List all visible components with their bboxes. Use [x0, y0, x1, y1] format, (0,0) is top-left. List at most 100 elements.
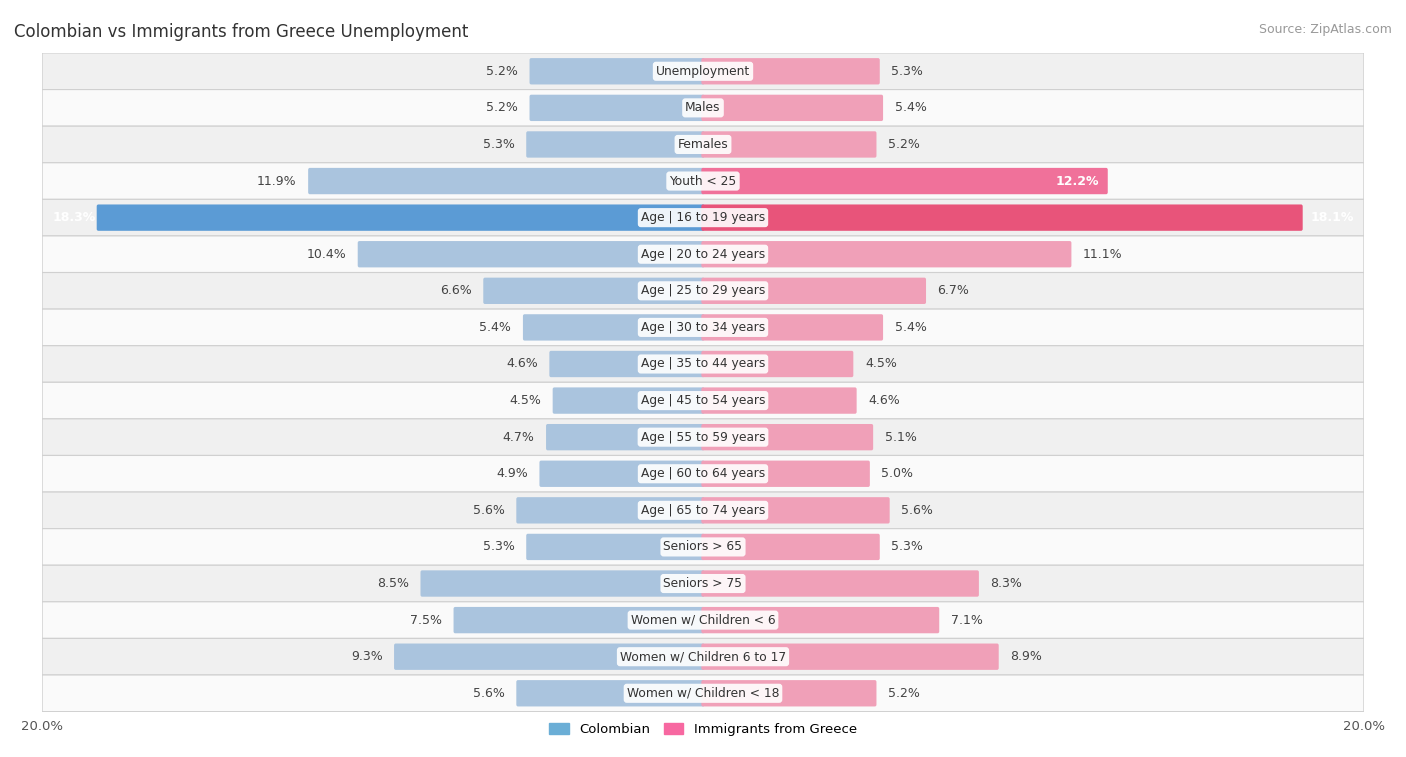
- Text: 11.1%: 11.1%: [1083, 248, 1122, 260]
- FancyBboxPatch shape: [702, 680, 876, 706]
- FancyBboxPatch shape: [523, 314, 704, 341]
- FancyBboxPatch shape: [308, 168, 704, 195]
- FancyBboxPatch shape: [42, 309, 1364, 346]
- FancyBboxPatch shape: [530, 58, 704, 85]
- Text: 4.5%: 4.5%: [509, 394, 541, 407]
- Text: 5.4%: 5.4%: [894, 321, 927, 334]
- Text: 5.2%: 5.2%: [889, 138, 920, 151]
- Text: 6.7%: 6.7%: [938, 285, 970, 298]
- Text: Males: Males: [685, 101, 721, 114]
- Text: Women w/ Children 6 to 17: Women w/ Children 6 to 17: [620, 650, 786, 663]
- Text: 6.6%: 6.6%: [440, 285, 471, 298]
- FancyBboxPatch shape: [702, 534, 880, 560]
- FancyBboxPatch shape: [526, 131, 704, 157]
- Text: 5.0%: 5.0%: [882, 467, 914, 480]
- FancyBboxPatch shape: [702, 570, 979, 597]
- FancyBboxPatch shape: [702, 58, 880, 85]
- Text: 10.4%: 10.4%: [307, 248, 346, 260]
- FancyBboxPatch shape: [97, 204, 704, 231]
- FancyBboxPatch shape: [553, 388, 704, 414]
- FancyBboxPatch shape: [42, 163, 1364, 199]
- FancyBboxPatch shape: [540, 460, 704, 487]
- Legend: Colombian, Immigrants from Greece: Colombian, Immigrants from Greece: [544, 717, 862, 741]
- Text: Age | 60 to 64 years: Age | 60 to 64 years: [641, 467, 765, 480]
- Text: Age | 25 to 29 years: Age | 25 to 29 years: [641, 285, 765, 298]
- FancyBboxPatch shape: [42, 273, 1364, 309]
- Text: Age | 35 to 44 years: Age | 35 to 44 years: [641, 357, 765, 370]
- Text: 5.2%: 5.2%: [486, 101, 517, 114]
- FancyBboxPatch shape: [357, 241, 704, 267]
- Text: 9.3%: 9.3%: [350, 650, 382, 663]
- Text: 5.4%: 5.4%: [894, 101, 927, 114]
- FancyBboxPatch shape: [702, 424, 873, 450]
- FancyBboxPatch shape: [484, 278, 704, 304]
- FancyBboxPatch shape: [42, 565, 1364, 602]
- Text: 18.3%: 18.3%: [52, 211, 96, 224]
- Text: 8.3%: 8.3%: [990, 577, 1022, 590]
- Text: Women w/ Children < 18: Women w/ Children < 18: [627, 687, 779, 699]
- Text: Seniors > 75: Seniors > 75: [664, 577, 742, 590]
- FancyBboxPatch shape: [702, 204, 1303, 231]
- FancyBboxPatch shape: [702, 95, 883, 121]
- Text: Youth < 25: Youth < 25: [669, 175, 737, 188]
- FancyBboxPatch shape: [702, 607, 939, 634]
- Text: Source: ZipAtlas.com: Source: ZipAtlas.com: [1258, 23, 1392, 36]
- FancyBboxPatch shape: [702, 497, 890, 524]
- Text: Seniors > 65: Seniors > 65: [664, 540, 742, 553]
- FancyBboxPatch shape: [516, 497, 704, 524]
- FancyBboxPatch shape: [702, 131, 876, 157]
- FancyBboxPatch shape: [702, 278, 927, 304]
- Text: 5.3%: 5.3%: [891, 540, 924, 553]
- FancyBboxPatch shape: [516, 680, 704, 706]
- Text: 7.5%: 7.5%: [411, 614, 441, 627]
- Text: 5.6%: 5.6%: [472, 687, 505, 699]
- Text: Unemployment: Unemployment: [655, 65, 751, 78]
- FancyBboxPatch shape: [702, 241, 1071, 267]
- Text: Women w/ Children < 6: Women w/ Children < 6: [631, 614, 775, 627]
- FancyBboxPatch shape: [42, 528, 1364, 565]
- FancyBboxPatch shape: [42, 199, 1364, 236]
- Text: Age | 55 to 59 years: Age | 55 to 59 years: [641, 431, 765, 444]
- FancyBboxPatch shape: [42, 53, 1364, 89]
- FancyBboxPatch shape: [702, 643, 998, 670]
- FancyBboxPatch shape: [420, 570, 704, 597]
- Text: 5.3%: 5.3%: [482, 540, 515, 553]
- Text: 12.2%: 12.2%: [1056, 175, 1099, 188]
- Text: Age | 20 to 24 years: Age | 20 to 24 years: [641, 248, 765, 260]
- Text: 18.1%: 18.1%: [1310, 211, 1354, 224]
- Text: 8.9%: 8.9%: [1011, 650, 1042, 663]
- FancyBboxPatch shape: [702, 460, 870, 487]
- FancyBboxPatch shape: [702, 314, 883, 341]
- FancyBboxPatch shape: [42, 492, 1364, 528]
- Text: 11.9%: 11.9%: [257, 175, 297, 188]
- FancyBboxPatch shape: [42, 456, 1364, 492]
- FancyBboxPatch shape: [702, 388, 856, 414]
- FancyBboxPatch shape: [530, 95, 704, 121]
- Text: 5.6%: 5.6%: [901, 504, 934, 517]
- Text: 5.4%: 5.4%: [479, 321, 512, 334]
- Text: Females: Females: [678, 138, 728, 151]
- FancyBboxPatch shape: [394, 643, 704, 670]
- Text: 5.2%: 5.2%: [889, 687, 920, 699]
- FancyBboxPatch shape: [702, 350, 853, 377]
- FancyBboxPatch shape: [702, 168, 1108, 195]
- Text: 7.1%: 7.1%: [950, 614, 983, 627]
- FancyBboxPatch shape: [42, 602, 1364, 638]
- Text: 5.3%: 5.3%: [482, 138, 515, 151]
- Text: 5.2%: 5.2%: [486, 65, 517, 78]
- Text: 5.6%: 5.6%: [472, 504, 505, 517]
- Text: Colombian vs Immigrants from Greece Unemployment: Colombian vs Immigrants from Greece Unem…: [14, 23, 468, 41]
- Text: 4.7%: 4.7%: [502, 431, 534, 444]
- FancyBboxPatch shape: [42, 638, 1364, 675]
- Text: 4.6%: 4.6%: [868, 394, 900, 407]
- FancyBboxPatch shape: [454, 607, 704, 634]
- Text: 5.3%: 5.3%: [891, 65, 924, 78]
- Text: Age | 16 to 19 years: Age | 16 to 19 years: [641, 211, 765, 224]
- FancyBboxPatch shape: [42, 382, 1364, 419]
- Text: 4.6%: 4.6%: [506, 357, 537, 370]
- Text: 4.5%: 4.5%: [865, 357, 897, 370]
- Text: Age | 45 to 54 years: Age | 45 to 54 years: [641, 394, 765, 407]
- FancyBboxPatch shape: [42, 675, 1364, 712]
- FancyBboxPatch shape: [42, 126, 1364, 163]
- FancyBboxPatch shape: [550, 350, 704, 377]
